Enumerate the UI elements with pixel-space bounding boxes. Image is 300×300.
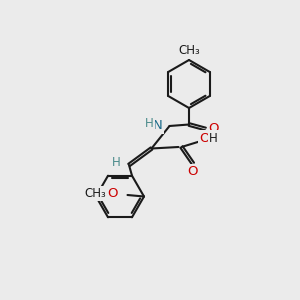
Text: O: O xyxy=(200,131,210,145)
Text: N: N xyxy=(153,119,163,133)
Text: O: O xyxy=(209,122,219,136)
Text: O: O xyxy=(107,187,118,200)
Text: H: H xyxy=(209,131,218,145)
Text: O: O xyxy=(188,165,198,178)
Text: H: H xyxy=(145,117,154,130)
Text: CH₃: CH₃ xyxy=(84,187,106,200)
Text: CH₃: CH₃ xyxy=(178,44,200,57)
Text: H: H xyxy=(112,156,121,169)
